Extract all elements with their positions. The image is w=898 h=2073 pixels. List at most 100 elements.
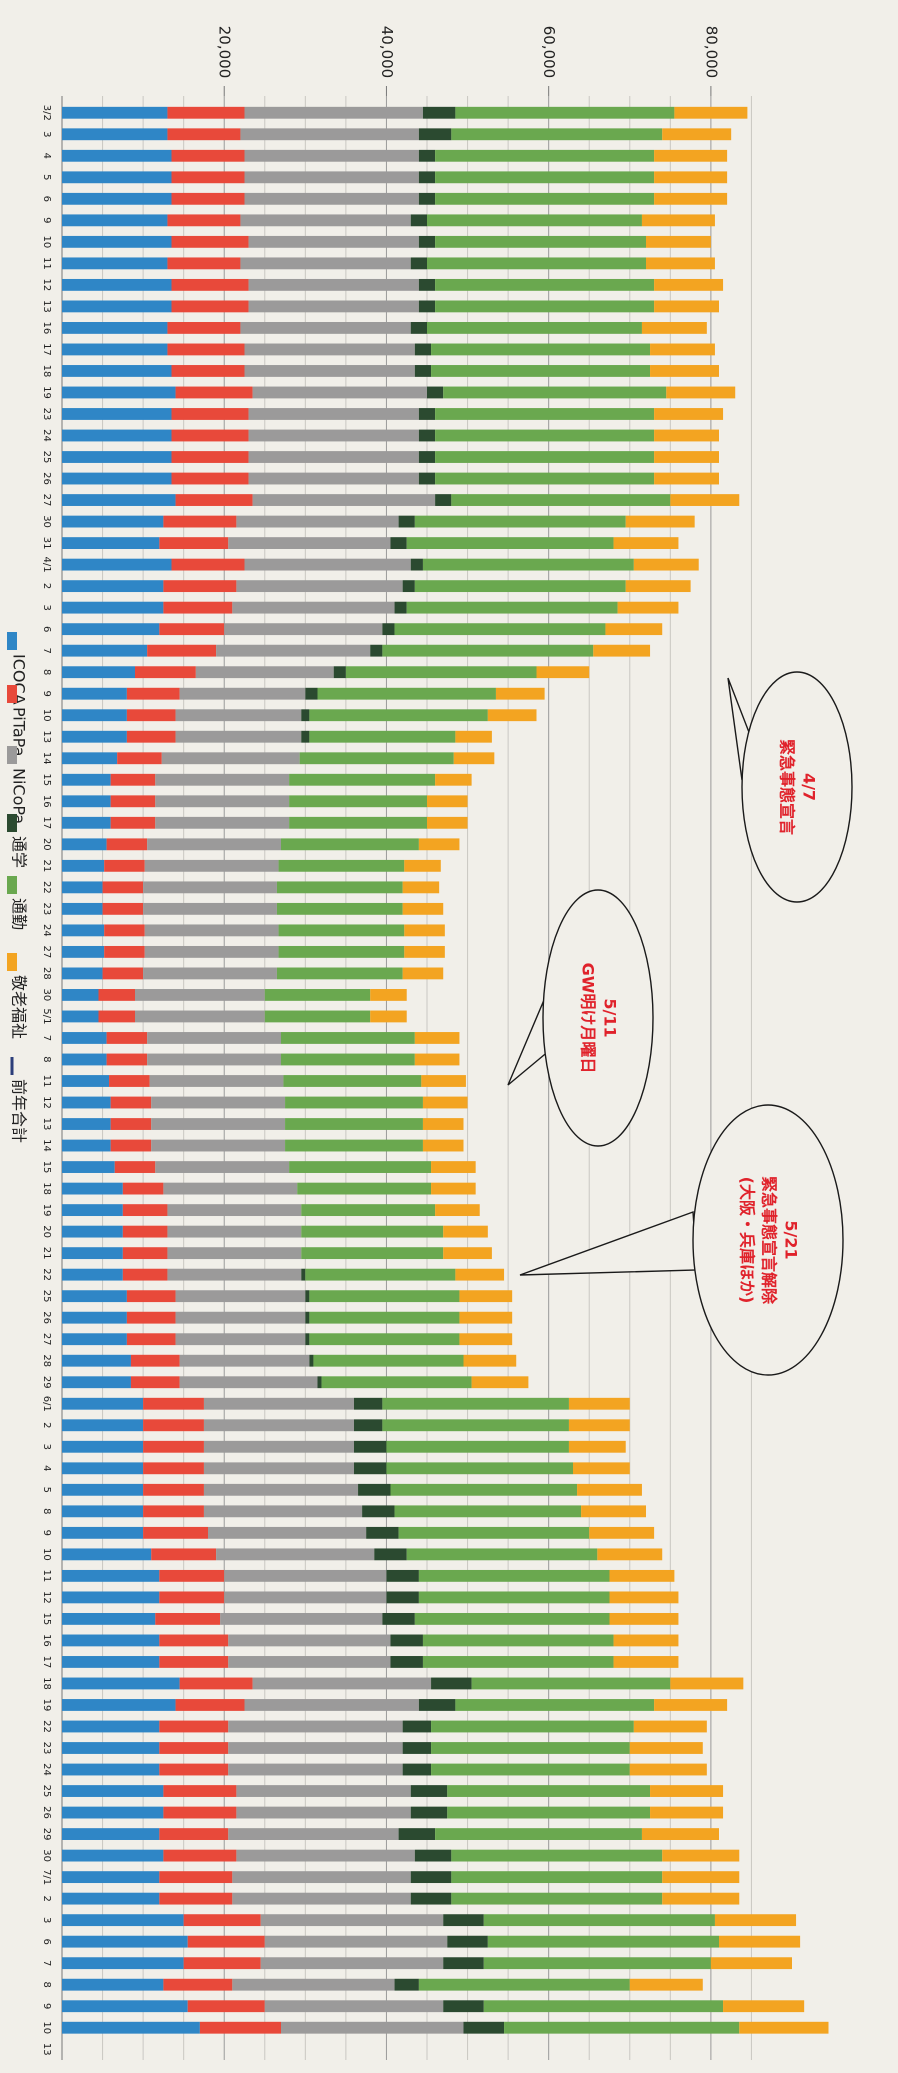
bar-segment-icoca [62,386,176,399]
bar-segment-pitapa [171,171,245,184]
category-tick-label: 16 [41,322,52,335]
category-tick-label: 15 [41,773,52,786]
category-tick-label: 20 [41,838,52,851]
bar-segment-pitapa [167,128,241,141]
bar-segment-tsugaku [418,451,436,463]
bar-segment-tsugaku [305,1311,310,1324]
category-tick-label: 28 [41,1354,52,1367]
category-tick-label: 10 [41,235,52,248]
bar-segment-keirou [421,1075,466,1087]
bar-segment-icoca [62,322,168,334]
bar-segment-nicopa [179,1376,318,1389]
bar-segment-tsukin [382,644,594,657]
category-tick-label: 2 [41,1422,52,1428]
category-tick-label: 10 [41,1548,52,1561]
category-tick-label: 11 [41,1075,52,1088]
bar-segment-tsukin [406,1548,598,1561]
bar-segment-keirou [609,1569,675,1582]
bar-segment-tsugaku [410,1785,448,1797]
bar-segment-tsukin [309,1333,460,1346]
legend-label-pitapa: PiTaPa [10,707,29,756]
category-tick-label: 7 [41,647,52,653]
bar-segment-icoca [62,752,118,765]
bar-segment-tsukin [264,1010,371,1023]
category-tick-label: 22 [41,1268,52,1281]
bar-segment-tsukin [431,365,651,377]
bar-segment-tsukin [435,149,655,162]
bar-segment-pitapa [167,322,241,334]
bar-segment-tsugaku [410,1806,448,1819]
category-tick-label: 21 [41,859,52,872]
bar-segment-tsukin [483,2000,724,2013]
bar-segment-pitapa [163,515,237,528]
bar-segment-keirou [719,1935,801,1948]
bar-segment-keirou [422,1139,464,1152]
bar-segment-pitapa [104,859,145,872]
bar-segment-icoca [62,1311,127,1324]
category-tick-label: 26 [41,1311,52,1324]
bar-segment-tsugaku [422,106,456,119]
bar-segment-tsukin [422,1656,614,1668]
bar-segment-pitapa [122,1225,168,1238]
bar-segment-tsukin [281,1032,415,1044]
bar-segment-pitapa [159,1569,225,1582]
bar-segment-icoca [62,1612,156,1625]
bar-segment-icoca [62,773,111,786]
category-tick-label: 29 [41,1828,52,1841]
bar-segment-icoca [62,1699,176,1711]
category-tick-label: 8 [41,1982,52,1988]
bar-segment-keirou [402,881,440,894]
bar-segment-tsukin [435,192,655,205]
category-tick-label: 10 [41,2021,52,2034]
bar-segment-tsukin [345,666,537,679]
category-tick-label: 3 [41,1444,52,1450]
bar-segment-tsugaku [410,322,427,334]
bar-segment-pitapa [163,1785,237,1797]
bar-segment-keirou [723,2000,805,2013]
legend-label-tsukin: 通勤 [10,898,29,930]
bar-segment-keirou [625,580,691,593]
bar-segment-tsukin [487,1935,719,1948]
bar-segment-pitapa [159,1763,229,1776]
bar-segment-nicopa [228,1656,391,1668]
bar-segment-pitapa [167,257,241,270]
bar-segment-nicopa [252,386,427,399]
category-tick-label: 30 [41,1849,52,1862]
bar-segment-icoca [62,1742,160,1754]
bar-segment-tsugaku [418,472,436,485]
bar-segment-tsugaku [362,1505,395,1518]
bar-segment-pitapa [171,300,249,313]
bar-segment-tsugaku [427,386,444,399]
bar-segment-keirou [404,859,441,872]
bar-segment-nicopa [228,537,391,550]
legend-swatch-icoca [7,632,17,650]
category-tick-label: 19 [41,386,52,399]
bar-segment-keirou [431,1182,476,1195]
bar-segment-tsukin [451,1849,663,1862]
bar-segment-tsugaku [418,192,436,205]
bar-segment-tsukin [317,687,496,700]
bar-segment-icoca [62,2021,200,2034]
bar-segment-icoca [62,601,164,614]
bar-segment-nicopa [143,967,277,980]
bar-segment-keirou [568,1397,630,1410]
bar-segment-tsugaku [386,1569,419,1582]
bar-segment-nicopa [151,1096,286,1109]
bar-segment-nicopa [248,472,419,485]
category-tick-label: 30 [41,989,52,1002]
bar-segment-tsukin [281,838,419,851]
bar-segment-tsukin [386,1440,569,1453]
category-tick-label: 14 [41,752,52,765]
bar-segment-nicopa [149,1075,284,1087]
bar-segment-keirou [710,1957,792,1970]
bar-segment-nicopa [228,1634,391,1647]
bar-segment-tsugaku [418,429,436,442]
bar-segment-icoca [62,989,99,1001]
category-tick-label: 17 [41,343,52,356]
bar-segment-keirou [650,1785,724,1797]
bar-segment-keirou [629,1763,707,1776]
bar-segment-pitapa [171,451,249,463]
bar-segment-tsugaku [366,1526,399,1539]
bar-segment-keirou [455,730,492,743]
